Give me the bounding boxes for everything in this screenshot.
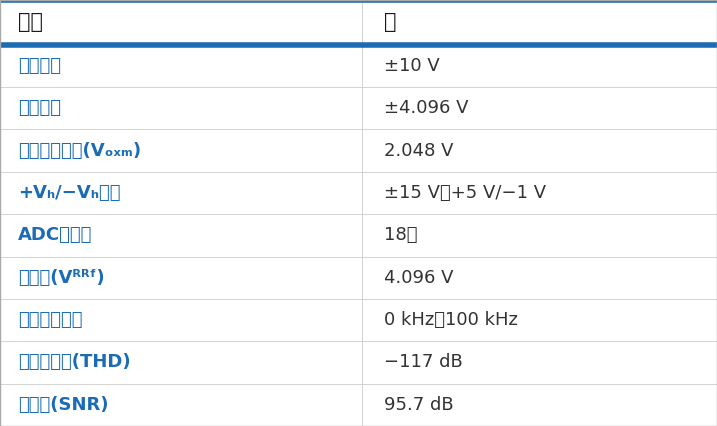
Bar <box>0 214 717 256</box>
Bar <box>0 256 717 299</box>
Text: 输出共模电压(Vₒₓₘ): 输出共模电压(Vₒₓₘ) <box>18 141 141 160</box>
Text: 18位: 18位 <box>384 226 417 245</box>
Text: 输入差分: 输入差分 <box>18 57 61 75</box>
Text: ±4.096 V: ±4.096 V <box>384 99 468 117</box>
Bar <box>0 130 717 172</box>
Bar <box>0 341 717 384</box>
Text: 总谐波失真(THD): 总谐波失真(THD) <box>18 354 130 371</box>
Text: ±10 V: ±10 V <box>384 57 440 75</box>
Text: 4.096 V: 4.096 V <box>384 269 453 287</box>
Bar <box>0 384 717 426</box>
Text: ADC全差分: ADC全差分 <box>18 226 92 245</box>
Bar <box>0 299 717 341</box>
Text: −117 dB: −117 dB <box>384 354 462 371</box>
Text: 输入频率范围: 输入频率范围 <box>18 311 82 329</box>
Text: 0 kHz至100 kHz: 0 kHz至100 kHz <box>384 311 518 329</box>
Bar <box>0 0 717 45</box>
Bar <box>0 87 717 130</box>
Bar <box>0 172 717 214</box>
Text: ±15 V、+5 V/−1 V: ±15 V、+5 V/−1 V <box>384 184 546 202</box>
Text: 输出差分: 输出差分 <box>18 99 61 117</box>
Bar <box>0 45 717 87</box>
Text: 准电压(Vᴿᴿᶠ): 准电压(Vᴿᴿᶠ) <box>18 269 105 287</box>
Text: 95.7 dB: 95.7 dB <box>384 396 453 414</box>
Text: 信噪比(SNR): 信噪比(SNR) <box>18 396 108 414</box>
Text: +Vₕ/−Vₕ电源: +Vₕ/−Vₕ电源 <box>18 184 120 202</box>
Text: 值: 值 <box>384 12 396 32</box>
Text: 2.048 V: 2.048 V <box>384 141 453 160</box>
Text: 参数: 参数 <box>18 12 43 32</box>
